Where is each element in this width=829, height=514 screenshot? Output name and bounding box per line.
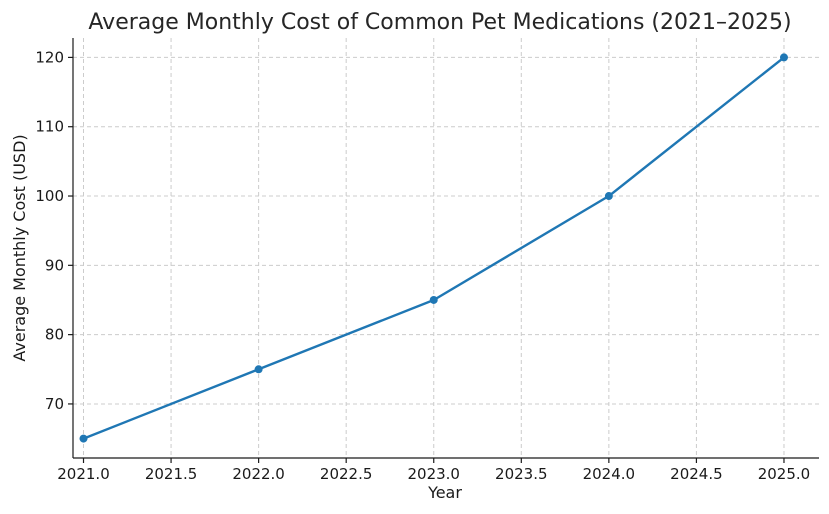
- axes: 2021.0 2021.5 2022.0 2022.5 2023.0 2023.5 2024…: [35, 38, 819, 483]
- data-point-0-4: [779, 53, 788, 62]
- y-tick-label-2: 90: [45, 256, 64, 274]
- y-tick-label-4: 110: [35, 118, 64, 136]
- data-point-0-1: [254, 365, 263, 374]
- x-tick-label-5: 2023.5: [495, 465, 548, 483]
- x-tick-label-4: 2023.0: [407, 465, 460, 483]
- x-tick-label-8: 2025.0: [758, 465, 811, 483]
- x-axis-label: Year: [427, 483, 462, 502]
- y-tick-label-1: 80: [45, 326, 64, 344]
- data-point-0-3: [604, 192, 613, 201]
- x-tick-label-3: 2022.5: [320, 465, 373, 483]
- x-tick-label-0: 2021.0: [57, 465, 110, 483]
- y-tick-label-5: 120: [35, 48, 64, 66]
- x-tick-label-7: 2024.5: [670, 465, 723, 483]
- series-layer: [79, 53, 788, 443]
- x-tick-label-2: 2022.0: [232, 465, 285, 483]
- y-tick-label-0: 70: [45, 395, 64, 413]
- x-tick-label-6: 2024.0: [583, 465, 636, 483]
- y-axis-label: Average Monthly Cost (USD): [10, 134, 29, 361]
- y-tick-label-3: 100: [35, 187, 64, 205]
- data-point-0-2: [429, 295, 438, 304]
- grid: [73, 38, 819, 458]
- data-point-0-0: [79, 434, 88, 443]
- chart-title: Average Monthly Cost of Common Pet Medic…: [88, 10, 791, 35]
- x-tick-label-1: 2021.5: [145, 465, 198, 483]
